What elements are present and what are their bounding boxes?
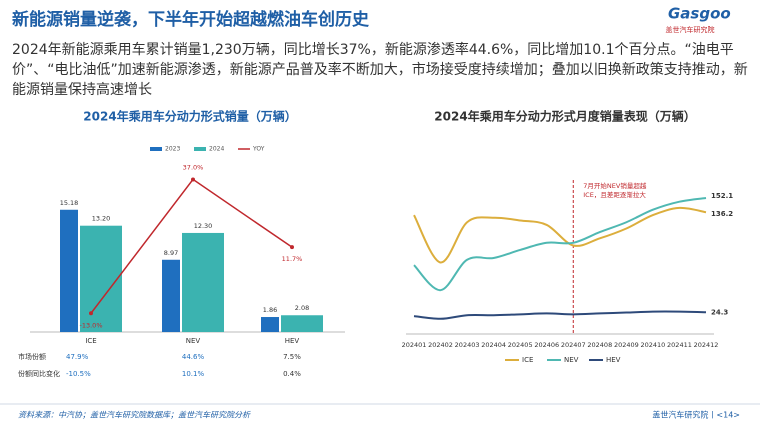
logo-text: 盖世汽车研究院 (666, 25, 715, 34)
x-tick-label: NEV (186, 337, 201, 345)
bar (60, 209, 78, 332)
end-label: 152.1 (711, 192, 733, 200)
legend-label: HEV (606, 356, 621, 364)
table-cell: -10.5% (66, 370, 91, 378)
point (290, 245, 294, 250)
end-label: 24.3 (711, 308, 728, 316)
table-cell: 10.1% (182, 370, 205, 378)
data-label: 12.30 (194, 222, 213, 230)
x-tick-label: HEV (285, 337, 300, 345)
x-tick-label: 202410 (640, 341, 665, 349)
bar (80, 225, 122, 332)
table-cell: 47.9% (66, 353, 89, 361)
data-label: 8.97 (164, 249, 178, 257)
x-tick-label: 202402 (428, 341, 453, 349)
data-label: 13.20 (92, 215, 111, 223)
data-label: 1.86 (263, 306, 277, 314)
legend-label: NEV (564, 356, 579, 364)
legend-swatch (194, 147, 206, 151)
line (413, 310, 707, 320)
bar (162, 259, 180, 332)
x-tick-label: 202409 (614, 341, 639, 349)
table-row-label: 份额同比变化 (18, 369, 60, 378)
legend-label: ICE (522, 356, 533, 364)
body-text: 2024年新能源乘用车累计销量1,230万辆，同比增长37%，新能源渗透率44.… (12, 42, 748, 98)
bar (281, 315, 323, 332)
x-tick-label: 202412 (694, 341, 719, 349)
x-tick-label: ICE (85, 337, 96, 345)
x-tick-label: 202407 (561, 341, 586, 349)
table-cell: 44.6% (182, 353, 205, 361)
legend-label: 2023 (165, 146, 180, 153)
table-row-label: 市场份额 (18, 352, 46, 361)
x-tick-label: 202401 (402, 341, 427, 349)
x-tick-label: 202406 (534, 341, 559, 349)
logo-brand: Gasgoo (668, 5, 731, 23)
table-cell: 7.5% (283, 353, 301, 361)
x-tick-label: 202405 (508, 341, 533, 349)
slide-title: 新能源销量逆袭，下半年开始超越燃油车创历史 (12, 9, 370, 30)
bar (261, 317, 279, 332)
data-label: 11.7% (282, 255, 303, 263)
line (413, 197, 707, 292)
table-cell: 0.4% (283, 370, 301, 378)
bar (182, 232, 224, 332)
legend-swatch (150, 147, 162, 151)
end-label: 136.2 (711, 210, 733, 218)
data-label: 2.08 (295, 304, 309, 312)
data-label: 37.0% (183, 163, 204, 171)
data-label: 15.18 (60, 199, 79, 207)
point (191, 177, 195, 182)
annotation: 7月开始NEV销量超越 ICE，且差距逐渐拉大 (583, 181, 647, 199)
footer-page: 盖世汽车研究院丨<14> (652, 410, 740, 420)
data-label: -13.0% (80, 321, 103, 329)
chart-title: 2024年乘用车分动力形式销量（万辆） (83, 109, 296, 124)
x-tick-label: 202403 (455, 341, 480, 349)
legend-label: 2024 (209, 146, 224, 153)
line (413, 206, 707, 264)
x-tick-label: 202411 (667, 341, 692, 349)
x-tick-label: 202404 (481, 341, 506, 349)
footer-source: 资料来源：中汽协；盖世汽车研究院数据库；盖世汽车研究院分析 (18, 411, 251, 420)
x-tick-label: 202408 (587, 341, 612, 349)
chart-title: 2024年乘用车分动力形式月度销量表现（万辆） (434, 109, 695, 124)
legend-label: YOY (252, 146, 265, 153)
point (89, 311, 93, 316)
